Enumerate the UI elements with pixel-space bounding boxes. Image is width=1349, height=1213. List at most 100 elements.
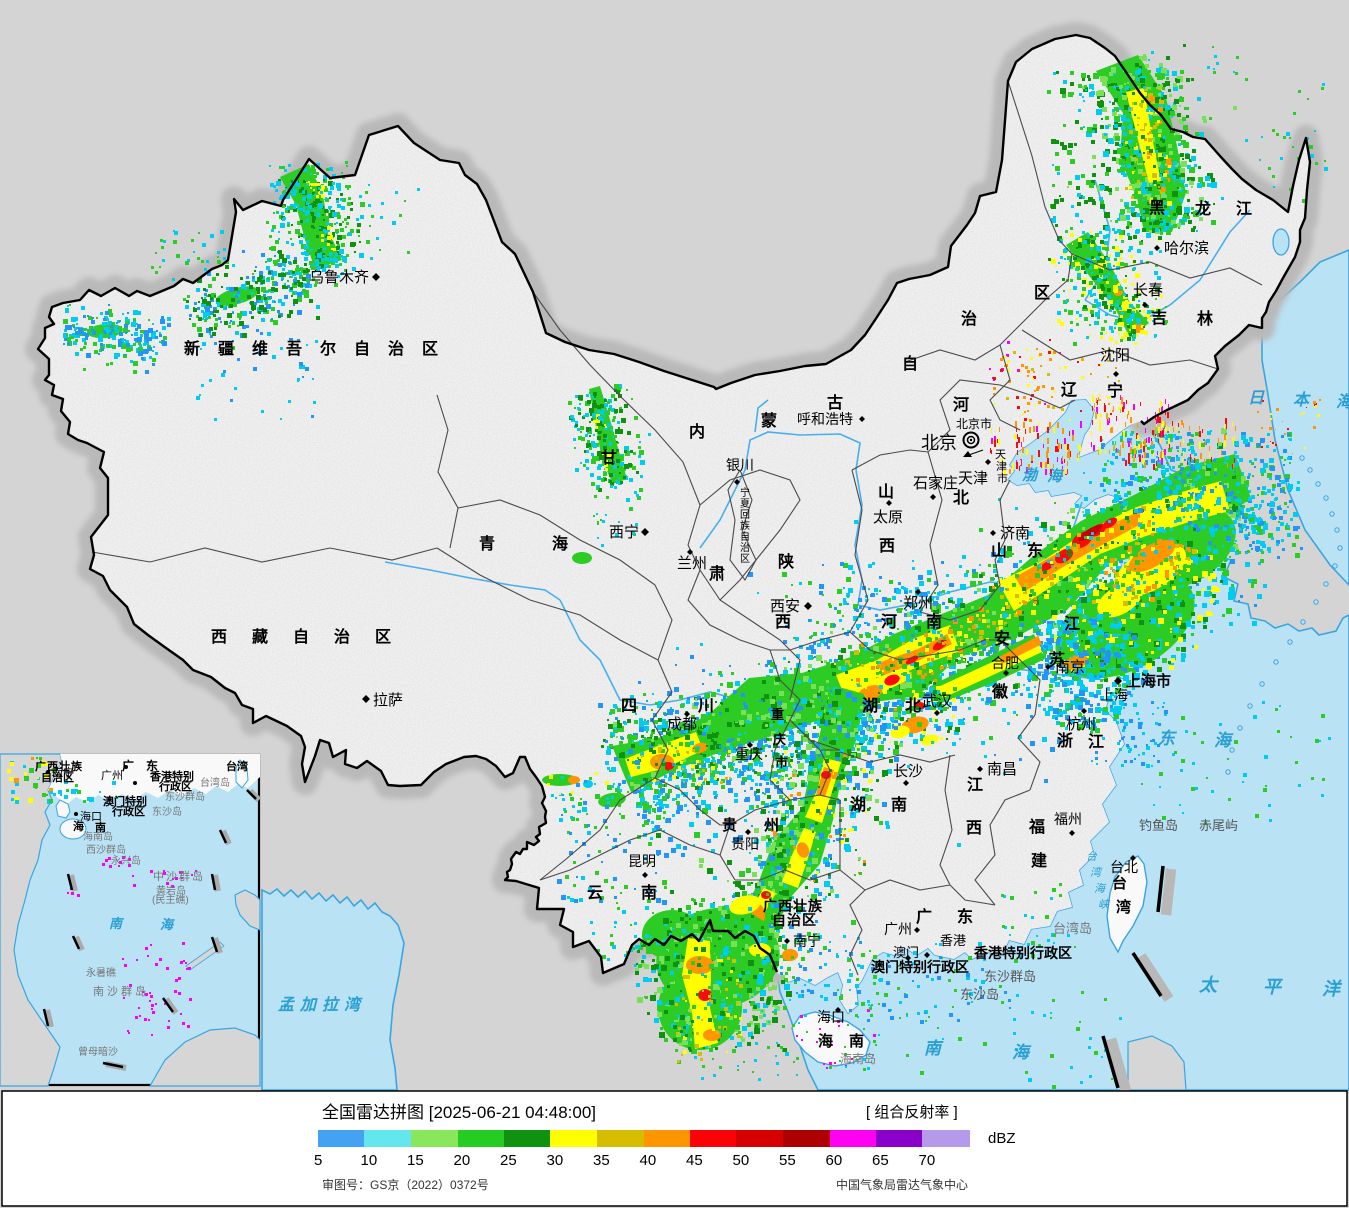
svg-text:郑州: 郑州 — [903, 595, 933, 612]
svg-text:北京市: 北京市 — [956, 416, 992, 431]
svg-text:广西壮族: 广西壮族 — [763, 898, 823, 914]
svg-text:津: 津 — [996, 460, 1007, 473]
svg-text:海: 海 — [552, 534, 568, 553]
svg-text:建: 建 — [1031, 852, 1047, 870]
svg-text:南宁: 南宁 — [793, 933, 821, 949]
svg-text:区: 区 — [1034, 284, 1050, 302]
svg-text:35: 35 — [593, 1152, 610, 1169]
svg-text:海口: 海口 — [80, 809, 102, 823]
svg-text:香港: 香港 — [940, 933, 966, 948]
svg-text:西: 西 — [879, 537, 895, 555]
svg-text:北京: 北京 — [921, 433, 957, 453]
svg-text:40: 40 — [640, 1152, 657, 1169]
svg-text:宁: 宁 — [1107, 381, 1123, 400]
svg-text:15: 15 — [407, 1152, 424, 1169]
svg-text:平: 平 — [1263, 977, 1283, 997]
svg-text:黄岩岛: 黄岩岛 — [156, 884, 186, 897]
svg-text:长沙: 长沙 — [893, 763, 923, 780]
svg-text:州: 州 — [763, 817, 779, 834]
svg-text:日: 日 — [1248, 390, 1265, 407]
svg-text:海: 海 — [1047, 468, 1065, 485]
svg-text:本: 本 — [1293, 391, 1311, 409]
svg-text:55: 55 — [779, 1152, 796, 1169]
svg-text:江: 江 — [1236, 200, 1252, 218]
svg-text:新疆维吾尔自治区: 新疆维吾尔自治区 — [184, 339, 456, 358]
svg-text:广州: 广州 — [101, 769, 123, 782]
svg-text:武汉: 武汉 — [922, 693, 952, 710]
svg-text:四: 四 — [621, 698, 637, 715]
svg-text:台湾: 台湾 — [226, 759, 248, 773]
svg-text:海: 海 — [73, 819, 84, 833]
svg-text:洋: 洋 — [1322, 979, 1343, 999]
svg-text:行政区: 行政区 — [158, 779, 192, 793]
svg-text:区: 区 — [740, 553, 750, 565]
svg-text:太原: 太原 — [873, 509, 903, 526]
svg-text:湖: 湖 — [850, 796, 866, 814]
svg-text:重庆: 重庆 — [735, 746, 763, 762]
svg-text:贵阳: 贵阳 — [731, 836, 759, 852]
svg-text:合肥: 合肥 — [991, 655, 1019, 671]
svg-text:东沙群岛: 东沙群岛 — [165, 790, 205, 803]
svg-text:浙: 浙 — [1057, 731, 1073, 750]
svg-text:兰州: 兰州 — [677, 555, 707, 572]
svg-text:dBZ: dBZ — [988, 1130, 1016, 1147]
svg-text:自: 自 — [902, 354, 918, 373]
svg-text:蒙: 蒙 — [761, 411, 777, 430]
svg-text:西: 西 — [966, 819, 982, 837]
svg-text:上海市: 上海市 — [1126, 672, 1171, 690]
svg-text:河: 河 — [953, 395, 969, 414]
svg-text:南: 南 — [891, 795, 907, 814]
svg-text:赤尾屿: 赤尾屿 — [1199, 818, 1238, 833]
svg-text:30: 30 — [547, 1152, 564, 1169]
svg-text:乌鲁木齐: 乌鲁木齐 — [309, 269, 369, 286]
svg-text:香港特别行政区: 香港特别行政区 — [973, 945, 1072, 961]
svg-text:呼和浩特: 呼和浩特 — [797, 411, 853, 427]
svg-text:沈阳: 沈阳 — [1100, 347, 1130, 364]
svg-text:银川: 银川 — [726, 457, 754, 473]
svg-text:苏: 苏 — [1049, 650, 1065, 669]
svg-text:全国雷达拼图 [2025-06-21 04:48:00]: 全国雷达拼图 [2025-06-21 04:48:00] — [322, 1103, 596, 1122]
svg-text:自治区: 自治区 — [772, 912, 817, 928]
svg-text:市: 市 — [775, 755, 788, 770]
svg-text:自: 自 — [740, 530, 750, 543]
svg-text:夏: 夏 — [740, 498, 750, 510]
svg-text:内: 内 — [689, 422, 705, 441]
svg-text:山: 山 — [878, 483, 894, 501]
svg-text:60: 60 — [826, 1152, 843, 1169]
svg-text:65: 65 — [872, 1152, 889, 1169]
svg-text:澳门特别: 澳门特别 — [103, 794, 147, 808]
svg-text:50: 50 — [733, 1152, 750, 1169]
svg-text:北: 北 — [905, 697, 921, 715]
svg-text:南: 南 — [924, 1039, 944, 1058]
svg-text:龙: 龙 — [1194, 199, 1211, 218]
svg-text:台: 台 — [1086, 850, 1098, 863]
svg-text:东沙群岛: 东沙群岛 — [984, 969, 1036, 984]
svg-text:钓鱼岛: 钓鱼岛 — [1139, 818, 1178, 833]
svg-text:拉萨: 拉萨 — [373, 692, 403, 709]
svg-text:台湾岛: 台湾岛 — [1053, 921, 1092, 936]
svg-text:东沙岛: 东沙岛 — [960, 987, 999, 1002]
svg-text:东: 东 — [957, 907, 973, 926]
svg-text:昆明: 昆明 — [628, 853, 656, 869]
svg-text:永兴岛: 永兴岛 — [111, 854, 141, 867]
svg-text:澳门特别行政区: 澳门特别行政区 — [871, 959, 969, 975]
svg-text:广: 广 — [916, 907, 932, 926]
svg-text:治: 治 — [740, 541, 750, 554]
svg-text:45: 45 — [686, 1152, 703, 1169]
svg-text:治: 治 — [961, 309, 977, 328]
svg-text:西宁: 西宁 — [609, 524, 639, 541]
svg-text:重: 重 — [771, 707, 784, 722]
svg-text:渤: 渤 — [1022, 467, 1039, 484]
svg-text:山: 山 — [991, 542, 1007, 560]
svg-text:云: 云 — [587, 885, 603, 902]
svg-text:哈尔滨: 哈尔滨 — [1164, 240, 1209, 257]
svg-text:香港特别: 香港特别 — [149, 769, 194, 783]
svg-text:市: 市 — [997, 471, 1008, 485]
svg-text:东: 东 — [1158, 729, 1178, 748]
svg-text:海: 海 — [1094, 882, 1107, 895]
svg-text:西藏自治区: 西藏自治区 — [211, 627, 416, 646]
svg-text:族: 族 — [740, 519, 750, 532]
svg-text:吉: 吉 — [1151, 308, 1167, 327]
svg-text:南京: 南京 — [1055, 659, 1085, 676]
svg-text:贵: 贵 — [722, 816, 737, 834]
